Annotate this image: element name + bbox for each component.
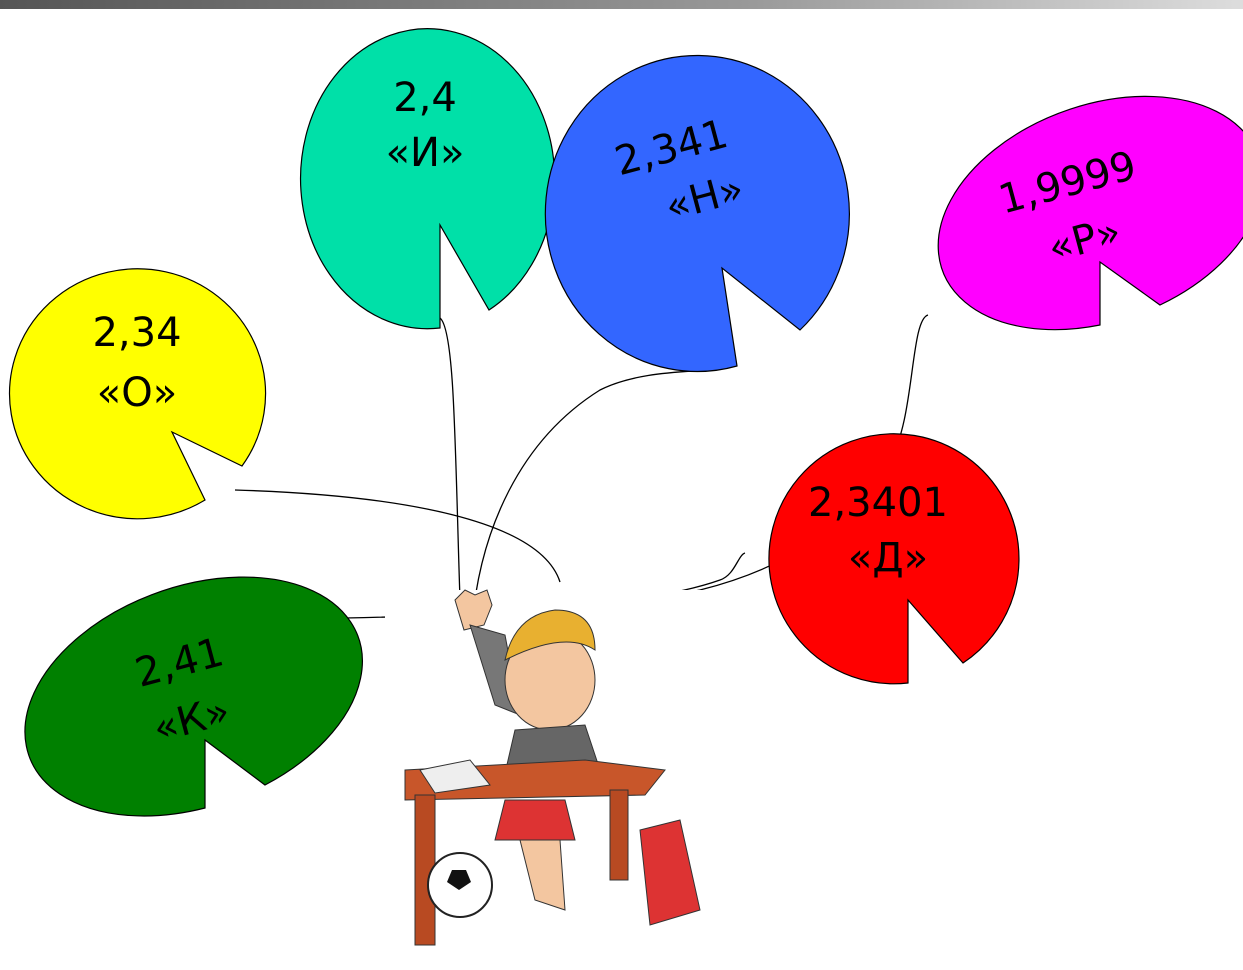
balloon-letter: «И»	[386, 130, 465, 176]
top-bar	[0, 0, 1243, 9]
balloon-letter: «О»	[97, 370, 177, 416]
balloon-number: 2,3401	[808, 480, 948, 526]
balloon-number: 2,4	[393, 75, 457, 121]
balloon-letter: «Д»	[848, 535, 928, 581]
slide: 2,34«О»2,4«И»2,341«Н»1,9999«Р»2,3401«Д»2…	[0, 0, 1243, 970]
balloon-number: 2,34	[92, 310, 181, 356]
balloon	[938, 96, 1243, 329]
balloon	[301, 29, 555, 329]
boy-illustration	[385, 590, 730, 970]
